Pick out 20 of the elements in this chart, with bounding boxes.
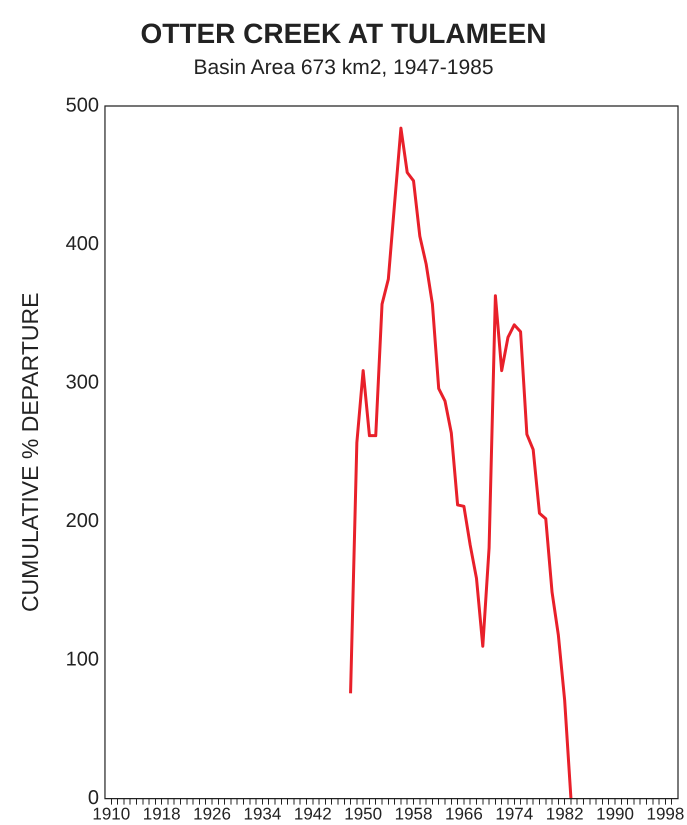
- chart-title: OTTER CREEK AT TULAMEEN: [140, 18, 548, 50]
- x-tick-label: 1998: [646, 804, 684, 824]
- y-axis-title: CUMULATIVE % DEPARTURE: [17, 292, 44, 612]
- y-tick-label: 300: [66, 372, 99, 394]
- x-tick-label: 1974: [495, 804, 534, 824]
- x-tick-label: 1990: [596, 804, 634, 824]
- y-tick-label: 500: [66, 94, 99, 117]
- x-tick-label: 1950: [344, 804, 382, 824]
- x-tick-label: 1958: [394, 804, 432, 824]
- y-tick-label: 100: [66, 648, 99, 671]
- x-tick-label: 1982: [546, 804, 584, 824]
- y-tick-label: 400: [66, 233, 99, 256]
- x-tick-label: 1910: [92, 804, 130, 824]
- x-tick-label: 1918: [142, 804, 181, 824]
- x-tick-label: 1934: [243, 804, 282, 824]
- x-tick-label: 1966: [444, 804, 483, 824]
- x-tick-label: 1926: [193, 804, 231, 824]
- x-tick-label: 1942: [294, 804, 332, 824]
- chart-subtitle: Basin Area 673 km2, 1947-1985: [192, 56, 495, 80]
- y-tick-label: 200: [66, 510, 99, 532]
